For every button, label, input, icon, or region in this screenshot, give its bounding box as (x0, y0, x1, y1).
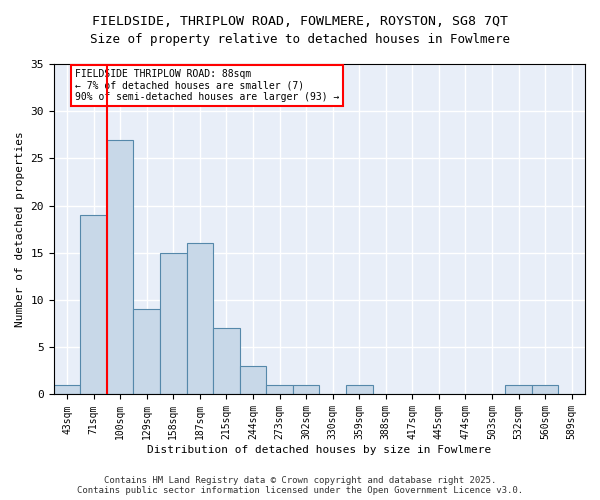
Y-axis label: Number of detached properties: Number of detached properties (15, 132, 25, 327)
Text: FIELDSIDE, THRIPLOW ROAD, FOWLMERE, ROYSTON, SG8 7QT: FIELDSIDE, THRIPLOW ROAD, FOWLMERE, ROYS… (92, 15, 508, 28)
Bar (213, 328, 240, 394)
Bar (133, 310, 160, 394)
Text: FIELDSIDE THRIPLOW ROAD: 88sqm
← 7% of detached houses are smaller (7)
90% of se: FIELDSIDE THRIPLOW ROAD: 88sqm ← 7% of d… (75, 68, 340, 102)
Bar (187, 244, 213, 394)
Bar (505, 385, 532, 394)
Bar (266, 385, 293, 394)
Bar (532, 385, 559, 394)
Bar (54, 385, 80, 394)
Bar (240, 366, 266, 394)
X-axis label: Distribution of detached houses by size in Fowlmere: Distribution of detached houses by size … (147, 445, 491, 455)
Bar (293, 385, 319, 394)
Text: Contains HM Land Registry data © Crown copyright and database right 2025.
Contai: Contains HM Land Registry data © Crown c… (77, 476, 523, 495)
Bar (160, 253, 187, 394)
Bar (80, 215, 107, 394)
Bar (107, 140, 133, 394)
Bar (346, 385, 373, 394)
Text: Size of property relative to detached houses in Fowlmere: Size of property relative to detached ho… (90, 32, 510, 46)
